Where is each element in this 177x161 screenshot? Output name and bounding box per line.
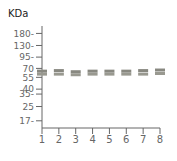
svg-text:4: 4 xyxy=(89,134,95,145)
svg-text:7: 7 xyxy=(140,134,146,145)
svg-text:2: 2 xyxy=(56,134,62,145)
html-text:KDa: KDa xyxy=(8,8,29,19)
svg-text:70: 70 xyxy=(22,63,34,74)
svg-text:55: 55 xyxy=(23,73,34,83)
svg-text:6: 6 xyxy=(123,134,129,145)
svg-text:1: 1 xyxy=(39,134,45,145)
svg-text:130-: 130- xyxy=(14,41,34,51)
svg-text:17-: 17- xyxy=(19,116,34,126)
svg-text:25: 25 xyxy=(23,102,34,112)
svg-text:95-: 95- xyxy=(19,52,34,62)
svg-text:8: 8 xyxy=(157,134,163,145)
svg-text:3: 3 xyxy=(73,134,79,145)
svg-text:5: 5 xyxy=(106,134,112,145)
svg-text:35-: 35- xyxy=(19,89,34,99)
svg-text:180-: 180- xyxy=(14,29,34,39)
